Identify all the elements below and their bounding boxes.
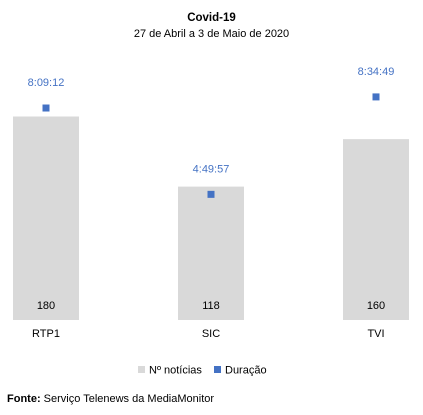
plot-area: 180 RTP1 8:09:12 118 SIC 4:49:57 160 TVI 8:34:49 [13,66,409,340]
bar-rtp1 [13,116,79,321]
chart-subtitle: 27 de Abril a 3 de Maio de 2020 [134,28,289,40]
duration-label-tvi: 8:34:49 [358,66,395,78]
duration-label-rtp1: 8:09:12 [28,77,65,89]
bar-value-label-sic: 118 [202,300,220,312]
chart-title: Covid-19 [187,12,236,24]
legend-swatch-noticias [138,366,145,373]
bar-value-label-rtp1: 180 [37,300,55,312]
bar-value-label-tvi: 160 [367,300,385,312]
bar-sic [178,186,244,320]
category-label-sic: SIC [202,328,220,340]
duration-label-sic: 4:49:57 [193,163,230,175]
duration-marker-tvi [372,93,380,101]
chart: Covid-19 27 de Abril a 3 de Maio de 2020… [13,12,409,377]
legend-label-duracao: Duração [225,365,267,377]
duration-marker-rtp1 [42,104,50,112]
source-label: Fonte: [7,393,41,405]
legend: Nº notícias Duração [138,365,267,377]
source-text: Serviço Telenews da MediaMonitor [40,393,215,405]
duration-marker-sic [207,190,215,198]
source-note: Fonte: Serviço Telenews da MediaMonitor [7,393,214,405]
category-label-tvi: TVI [367,328,384,340]
category-label-rtp1: RTP1 [32,328,60,340]
legend-swatch-duracao [214,366,221,373]
bar-tvi [343,139,409,320]
legend-label-noticias: Nº notícias [149,365,202,377]
